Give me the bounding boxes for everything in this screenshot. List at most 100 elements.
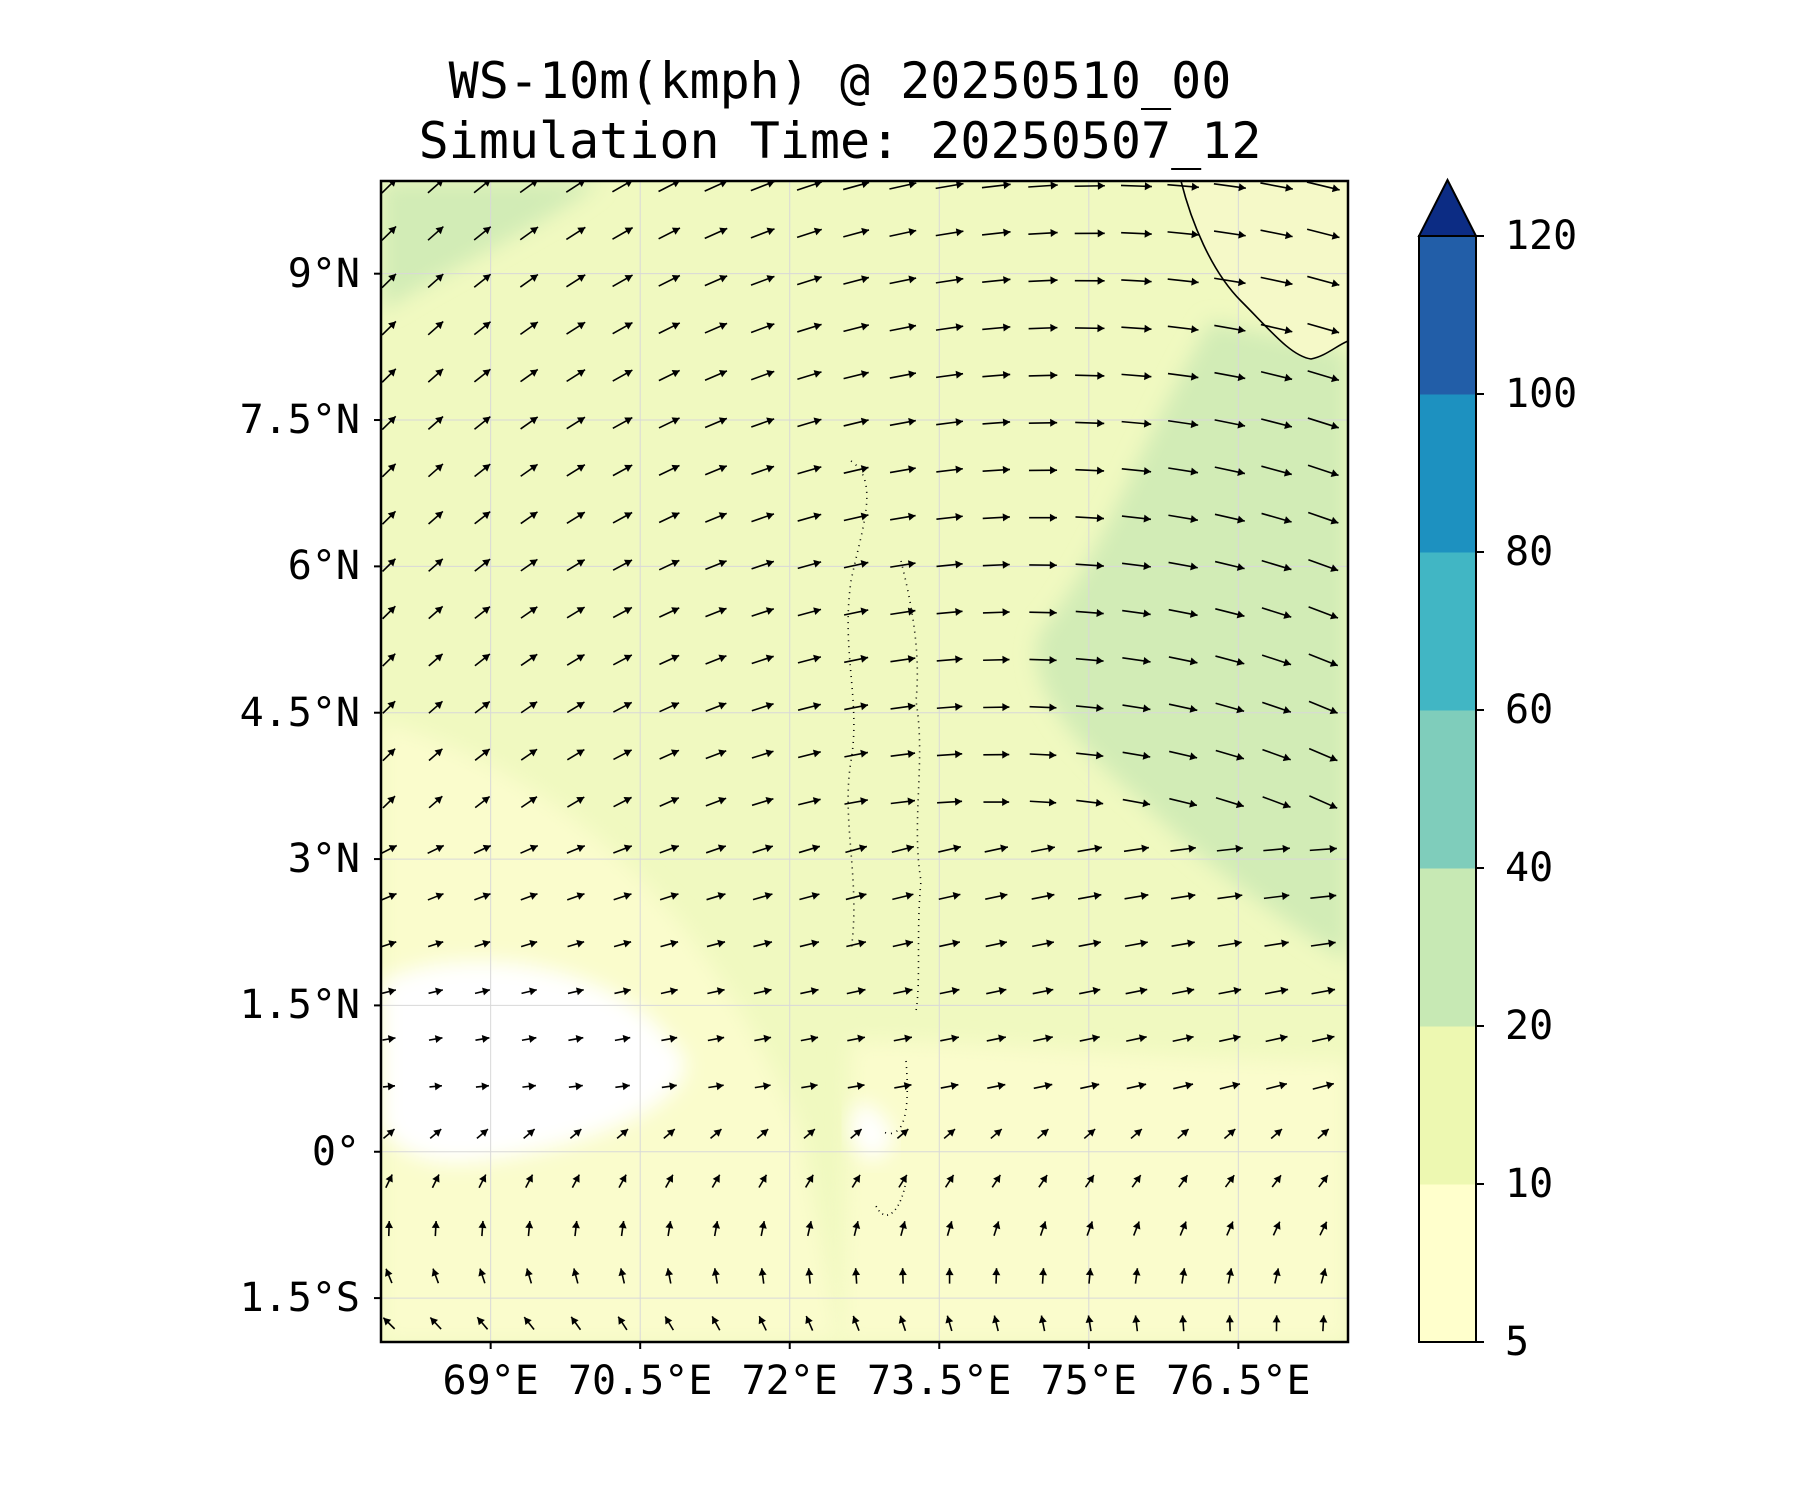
wind-arrow-head <box>1093 939 1101 948</box>
wind-arrow-head <box>620 1129 629 1137</box>
wind-arrow <box>710 1128 723 1140</box>
wind-arrow-head <box>998 987 1007 995</box>
wind-arrow-head <box>671 369 680 378</box>
wind-arrow-head <box>1331 326 1340 335</box>
wind-arrow-head <box>625 181 633 188</box>
wind-arrow-head <box>860 465 869 473</box>
wind-arrow-head <box>805 1268 814 1276</box>
wind-arrow <box>381 463 397 478</box>
wind-arrow <box>985 892 1008 900</box>
wind-arrow <box>705 796 727 807</box>
wind-arrow-head <box>623 797 632 805</box>
wind-arrow-head <box>526 1129 535 1137</box>
wind-arrow <box>520 844 539 854</box>
wind-arrow-head <box>764 939 772 948</box>
wind-arrow-head <box>1048 798 1057 807</box>
wind-arrow-head <box>1038 1315 1047 1324</box>
colorbar-segment <box>1419 868 1476 1027</box>
wind-arrow <box>566 748 585 761</box>
wind-arrow-head <box>852 1221 861 1229</box>
wind-arrow <box>1311 986 1336 995</box>
wind-arrow <box>981 228 1011 237</box>
wind-arrow-head <box>671 227 680 235</box>
colorbar-tick-label: 120 <box>1505 213 1578 259</box>
wind-arrow <box>381 273 397 289</box>
wind-arrow <box>474 700 491 714</box>
wind-arrow-head <box>481 654 490 662</box>
wind-arrow <box>1319 1221 1328 1236</box>
wind-arrow-head <box>525 1174 533 1183</box>
wind-arrow <box>1029 798 1057 807</box>
wind-arrow-head <box>860 417 869 426</box>
wind-arrow-head <box>1040 1129 1049 1137</box>
wind-arrow <box>567 987 584 996</box>
colorbar-segment <box>1419 1184 1476 1343</box>
wind-arrow-head <box>665 1268 674 1276</box>
wind-arrow-head <box>1050 228 1058 237</box>
wind-arrow <box>1217 939 1242 948</box>
wind-arrow-head <box>530 181 538 187</box>
wind-arrow-head <box>993 1129 1002 1137</box>
wind-arrow <box>758 1220 767 1237</box>
wind-arrow-head <box>435 181 443 187</box>
wind-arrow <box>612 654 633 666</box>
wind-arrow-head <box>481 1035 490 1043</box>
wind-arrow-head <box>1189 752 1198 761</box>
lat-tick-label: 9°N <box>287 250 360 297</box>
wind-arrow-head <box>758 1268 767 1276</box>
wind-arrow-head <box>718 702 727 710</box>
wind-arrow <box>658 559 680 571</box>
wind-arrow <box>473 844 492 854</box>
wind-arrow-head <box>576 939 585 948</box>
wind-arrow-head <box>1144 277 1152 286</box>
wind-arrow <box>984 844 1009 853</box>
wind-arrow <box>1307 322 1340 335</box>
wind-arrow-head <box>1236 752 1244 761</box>
wind-arrow-head <box>719 322 728 330</box>
wind-arrow-head <box>624 464 633 472</box>
wind-arrow <box>983 655 1010 664</box>
lat-tick-label: 3°N <box>287 836 360 883</box>
wind-arrow-head <box>763 1034 772 1043</box>
wind-arrow <box>890 797 916 806</box>
wind-arrow-head <box>718 607 727 615</box>
wind-arrow <box>852 1315 860 1331</box>
wind-arrow-head <box>1132 1315 1141 1323</box>
wind-arrow-head <box>906 844 914 853</box>
wind-arrow <box>1037 1128 1049 1140</box>
wind-arrow-head <box>529 844 538 853</box>
wind-arrow <box>1122 609 1151 618</box>
wind-arrow <box>1131 1174 1142 1188</box>
wind-arrow-head <box>1191 182 1199 191</box>
wind-arrow <box>381 844 398 855</box>
wind-arrow-head <box>529 416 538 425</box>
wind-arrow-head <box>1143 609 1151 618</box>
wind-arrow <box>1029 513 1057 522</box>
lon-tick-label: 70.5°E <box>567 1358 713 1404</box>
wind-arrow <box>1079 986 1101 995</box>
wind-arrow-head <box>528 1034 537 1043</box>
wind-arrow-head <box>955 560 963 569</box>
colorbar-tick-label: 40 <box>1505 845 1554 891</box>
wind-arrow-head <box>992 1268 1001 1276</box>
wind-arrow-head <box>907 797 915 806</box>
wind-arrow <box>1075 419 1105 428</box>
wind-arrow-head <box>955 702 963 711</box>
wind-arrow <box>566 844 586 854</box>
wind-arrow-head <box>530 227 539 235</box>
wind-arrow-head <box>571 1268 580 1277</box>
wind-arrow <box>520 748 538 761</box>
wind-arrow-head <box>861 227 869 236</box>
wind-arrow <box>1077 844 1103 853</box>
wind-arrow <box>1028 371 1058 380</box>
wind-arrow <box>990 1128 1003 1140</box>
wind-arrow <box>382 1128 396 1139</box>
wind-arrow <box>751 464 775 476</box>
wind-arrow-head <box>1329 659 1338 667</box>
addu-atoll <box>875 1180 907 1216</box>
wind-arrow <box>1219 1081 1241 1090</box>
wind-arrow-head <box>717 892 726 900</box>
wind-arrow-head <box>1097 229 1105 238</box>
map-frame <box>379 179 1350 1344</box>
wind-arrow <box>658 181 681 193</box>
